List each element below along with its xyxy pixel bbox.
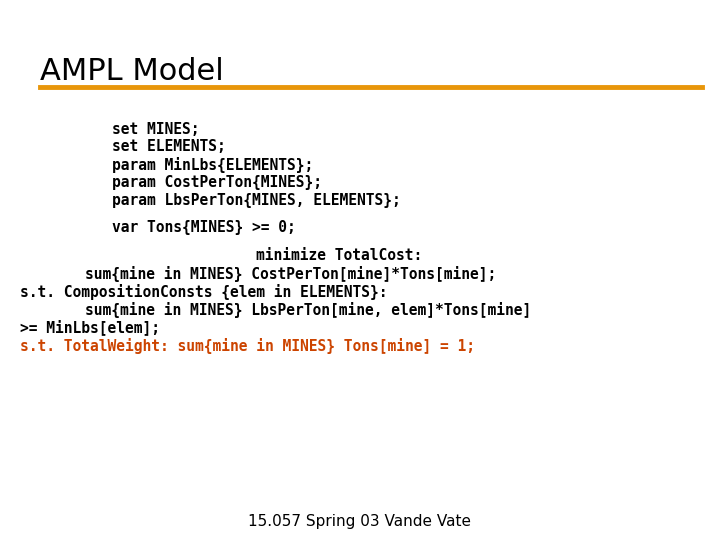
Text: var Tons{MINES} >= 0;: var Tons{MINES} >= 0;	[112, 220, 295, 235]
Text: sum{mine in MINES} LbsPerTon[mine, elem]*Tons[mine]: sum{mine in MINES} LbsPerTon[mine, elem]…	[85, 302, 531, 318]
Text: 15.057 Spring 03 Vande Vate: 15.057 Spring 03 Vande Vate	[248, 514, 472, 529]
Text: set MINES;: set MINES;	[112, 122, 199, 137]
Text: >= MinLbs[elem];: >= MinLbs[elem];	[20, 320, 160, 335]
Text: param MinLbs{ELEMENTS};: param MinLbs{ELEMENTS};	[112, 157, 313, 173]
Text: minimize TotalCost:: minimize TotalCost:	[256, 248, 422, 264]
Text: set ELEMENTS;: set ELEMENTS;	[112, 139, 225, 154]
Text: s.t. CompositionConsts {elem in ELEMENTS}:: s.t. CompositionConsts {elem in ELEMENTS…	[20, 284, 387, 300]
Text: param LbsPerTon{MINES, ELEMENTS};: param LbsPerTon{MINES, ELEMENTS};	[112, 193, 400, 208]
Text: s.t. TotalWeight: sum{mine in MINES} Tons[mine] = 1;: s.t. TotalWeight: sum{mine in MINES} Ton…	[20, 338, 475, 354]
Text: AMPL Model: AMPL Model	[40, 57, 223, 86]
Text: sum{mine in MINES} CostPerTon[mine]*Tons[mine];: sum{mine in MINES} CostPerTon[mine]*Tons…	[85, 266, 496, 282]
Text: param CostPerTon{MINES};: param CostPerTon{MINES};	[112, 175, 322, 190]
